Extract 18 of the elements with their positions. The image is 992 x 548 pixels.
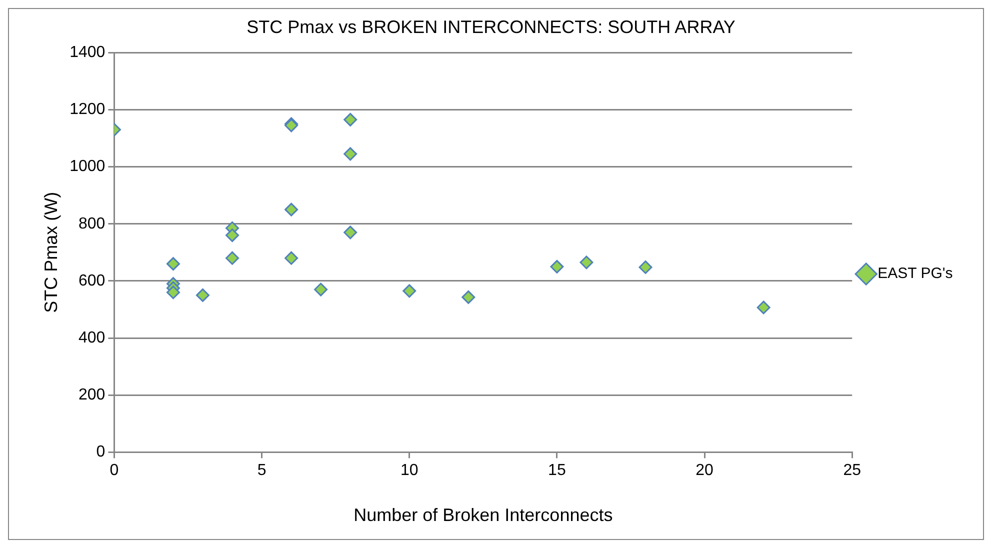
y-tick-label: 600 [78,272,106,290]
x-tick-label: 15 [548,462,566,480]
x-tick-label: 10 [400,462,418,480]
x-axis-title: Number of Broken Interconnects [354,505,613,526]
y-axis-title: STC Pmax (W) [40,192,61,313]
y-tick-label: 1200 [70,101,106,118]
x-tick-label: 20 [696,462,714,480]
y-tick-label: 200 [78,386,106,404]
y-tick-label: 400 [78,329,106,346]
x-tick-label: 5 [257,462,266,480]
x-tick-label: 25 [843,462,862,480]
x-tick-label: 0 [110,462,119,480]
chart-title: STC Pmax vs BROKEN INTERCONNECTS: SOUTH ARRAY [246,16,736,37]
y-tick-label: 1000 [70,158,106,176]
y-tick-label: 1400 [70,44,106,62]
y-tick-label: 800 [78,215,106,232]
legend-label: EAST PG's [878,265,953,282]
y-tick-label: 0 [96,444,106,461]
